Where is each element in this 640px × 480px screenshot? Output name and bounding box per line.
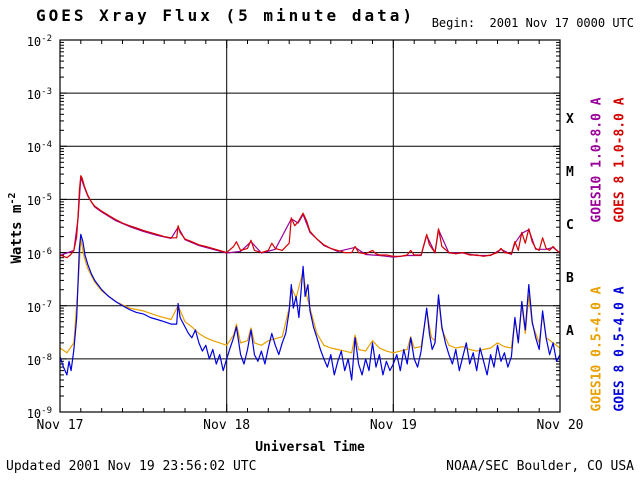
flare-class-label: X bbox=[566, 111, 574, 127]
y-tick-label: 10-5 bbox=[26, 193, 52, 209]
flare-class-label: A bbox=[566, 324, 574, 340]
series-side-label: GOES 8 1.0-8.0 A bbox=[612, 97, 628, 223]
x-tick-label: Nov 17 bbox=[36, 418, 84, 433]
x-tick-label: Nov 20 bbox=[536, 418, 584, 433]
flare-class-label: M bbox=[566, 164, 574, 180]
credit-text: NOAA/SEC Boulder, CO USA bbox=[446, 459, 634, 474]
series-side-label: GOES10 1.0-8.0 A bbox=[589, 97, 605, 223]
series-goes10-0-5-4-0-a bbox=[59, 238, 561, 354]
begin-timestamp: Begin: 2001 Nov 17 0000 UTC bbox=[431, 16, 634, 30]
flare-class-label: C bbox=[566, 218, 574, 233]
y-tick-label: 10-2 bbox=[26, 34, 52, 49]
series-side-label: GOES 8 0.5-4.0 A bbox=[612, 286, 628, 412]
x-tick-label: Nov 19 bbox=[369, 418, 417, 433]
series-goes-8-0-5-4-0-a bbox=[59, 233, 561, 381]
series-goes-8-1-0-8-0-a bbox=[59, 175, 561, 259]
y-tick-label: 10-7 bbox=[26, 299, 52, 315]
y-tick-label: 10-4 bbox=[26, 140, 52, 156]
series-goes10-1-0-8-0-a bbox=[59, 176, 561, 258]
y-tick-label: 10-3 bbox=[26, 87, 52, 103]
x-tick-label: Nov 18 bbox=[203, 418, 251, 433]
y-tick-label: 10-9 bbox=[26, 406, 52, 421]
y-tick-label: 10-6 bbox=[26, 246, 52, 262]
x-axis-label: Universal Time bbox=[255, 440, 365, 455]
flare-class-label: B bbox=[566, 271, 574, 287]
chart-title: GOES Xray Flux (5 minute data) bbox=[36, 6, 415, 25]
y-tick-label: 10-8 bbox=[26, 352, 52, 368]
plot-border bbox=[59, 39, 561, 413]
updated-timestamp: Updated 2001 Nov 19 23:56:02 UTC bbox=[6, 459, 257, 474]
series-side-label: GOES10 0.5-4.0 A bbox=[589, 286, 605, 412]
